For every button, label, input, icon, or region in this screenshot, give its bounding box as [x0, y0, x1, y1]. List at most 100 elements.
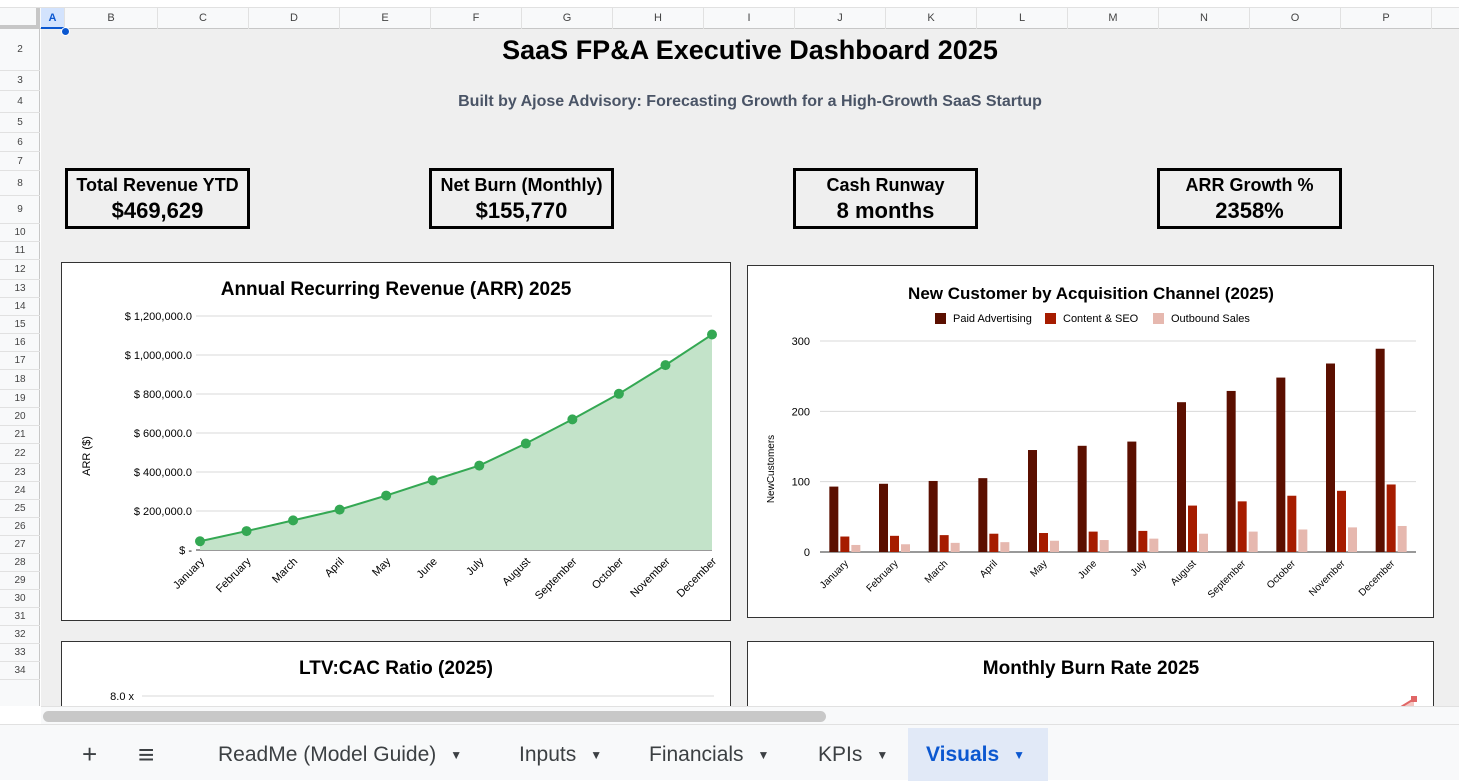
column-header[interactable]: A: [41, 8, 65, 29]
bar: [1199, 533, 1208, 552]
row-header[interactable]: 32: [0, 626, 40, 644]
row-header[interactable]: 26: [0, 518, 40, 536]
row-header[interactable]: 22: [0, 444, 40, 464]
selection-handle[interactable]: [61, 27, 70, 36]
column-header[interactable]: P: [1341, 8, 1432, 29]
arr-point: [241, 526, 252, 537]
row-header[interactable]: 12: [0, 260, 40, 280]
all-sheets-menu-icon[interactable]: ≡: [138, 738, 155, 770]
new-customer-chart[interactable]: New Customer by Acquisition Channel (202…: [747, 265, 1434, 618]
dropdown-arrow-icon[interactable]: ▼: [1013, 747, 1026, 762]
arr-chart[interactable]: Annual Recurring Revenue (ARR) 2025 ARR …: [61, 262, 731, 621]
row-header[interactable]: 31: [0, 608, 40, 626]
x-tick-label: March: [270, 556, 300, 586]
ltv-cac-chart[interactable]: LTV:CAC Ratio (2025) 8.0 x: [61, 641, 731, 706]
kpi-value: $469,629: [111, 198, 204, 223]
row-header[interactable]: 14: [0, 298, 40, 316]
bar: [1326, 363, 1335, 552]
column-header[interactable]: D: [249, 8, 340, 29]
column-header[interactable]: C: [158, 8, 249, 29]
row-header[interactable]: 30: [0, 590, 40, 608]
x-tick-label: May: [370, 555, 394, 579]
column-header[interactable]: N: [1159, 8, 1250, 29]
dropdown-arrow-icon[interactable]: ▼: [876, 747, 889, 762]
tab-kpis[interactable]: KPIs ▼: [804, 728, 902, 781]
row-header[interactable]: 19: [0, 390, 40, 408]
bar: [1298, 529, 1308, 552]
column-header[interactable]: G: [522, 8, 613, 29]
row-header[interactable]: 34: [0, 662, 40, 680]
column-header[interactable]: M: [1068, 8, 1159, 29]
select-all-corner[interactable]: [0, 8, 40, 29]
dropdown-arrow-icon[interactable]: ▼: [590, 747, 603, 762]
row-header[interactable]: 11: [0, 242, 40, 260]
column-header[interactable]: J: [795, 8, 886, 29]
row-header[interactable]: 8: [0, 171, 40, 196]
arr-point: [288, 515, 299, 526]
row-header[interactable]: 27: [0, 536, 40, 554]
burn-point: [1411, 696, 1417, 702]
x-tick-label: December: [1357, 558, 1398, 599]
column-header[interactable]: K: [886, 8, 977, 29]
dropdown-arrow-icon[interactable]: ▼: [450, 747, 463, 762]
column-header[interactable]: H: [613, 8, 704, 29]
row-header[interactable]: 23: [0, 464, 40, 482]
row-header[interactable]: 9: [0, 196, 40, 224]
row-header-bar: 2 3 4 5 6 7 8 9 10 11 12 13 14 15 16 17 18 19 20 21 22 23 24 25…: [0, 29, 40, 706]
row-header[interactable]: 21: [0, 426, 40, 444]
x-tick-label: January: [171, 555, 208, 592]
add-sheet-button[interactable]: +: [82, 739, 98, 769]
bar: [879, 483, 888, 552]
column-header[interactable]: I: [704, 8, 795, 29]
arr-point: [334, 504, 345, 515]
x-tick-label: February: [865, 558, 901, 594]
row-header[interactable]: 25: [0, 500, 40, 518]
bar: [1127, 441, 1137, 552]
row-header[interactable]: 10: [0, 224, 40, 242]
row-header[interactable]: 16: [0, 334, 40, 352]
arr-point: [427, 475, 438, 486]
horizontal-scrollbar[interactable]: [41, 706, 1459, 724]
row-header[interactable]: 20: [0, 408, 40, 426]
tab-readme[interactable]: ReadMe (Model Guide) ▼: [204, 728, 476, 781]
x-tick-label: September: [1206, 558, 1249, 601]
kpi-value: $155,770: [475, 198, 568, 223]
column-header[interactable]: E: [340, 8, 431, 29]
column-header[interactable]: F: [431, 8, 522, 29]
row-header[interactable]: 29: [0, 572, 40, 590]
arr-area: [200, 334, 712, 550]
tab-inputs[interactable]: Inputs ▼: [505, 728, 616, 781]
burn-rate-chart[interactable]: Monthly Burn Rate 2025: [747, 641, 1434, 706]
dropdown-arrow-icon[interactable]: ▼: [757, 747, 770, 762]
row-header[interactable]: 24: [0, 482, 40, 500]
row-header[interactable]: 28: [0, 554, 40, 572]
kpi-label: Cash Runway: [826, 175, 945, 195]
bar: [978, 478, 988, 552]
column-header[interactable]: O: [1250, 8, 1341, 29]
row-header[interactable]: 3: [0, 71, 40, 91]
column-header[interactable]: B: [65, 8, 158, 29]
row-header[interactable]: 4: [0, 91, 40, 113]
legend-label: Outbound Sales: [1171, 313, 1250, 325]
row-header[interactable]: 17: [0, 352, 40, 370]
tab-financials[interactable]: Financials ▼: [635, 728, 783, 781]
bar: [1039, 533, 1048, 552]
scrollbar-thumb[interactable]: [43, 711, 826, 722]
row-header[interactable]: 18: [0, 370, 40, 390]
bar: [1337, 490, 1346, 552]
row-header[interactable]: 33: [0, 644, 40, 662]
arr-point: [660, 360, 671, 371]
arr-chart-svg: Annual Recurring Revenue (ARR) 2025 ARR …: [81, 279, 719, 602]
column-header[interactable]: L: [977, 8, 1068, 29]
row-header[interactable]: 6: [0, 133, 40, 152]
bar: [901, 544, 910, 552]
row-header[interactable]: 7: [0, 152, 40, 171]
tab-visuals[interactable]: Visuals ▼: [908, 728, 1048, 781]
row-header[interactable]: 13: [0, 280, 40, 298]
x-tick-label: August: [1169, 558, 1199, 588]
kpi-card-cash-runway: Cash Runway 8 months: [793, 168, 978, 229]
row-header[interactable]: 5: [0, 113, 40, 133]
x-tick-label: April: [323, 556, 347, 580]
row-header[interactable]: 15: [0, 316, 40, 334]
row-header[interactable]: 2: [0, 29, 40, 71]
